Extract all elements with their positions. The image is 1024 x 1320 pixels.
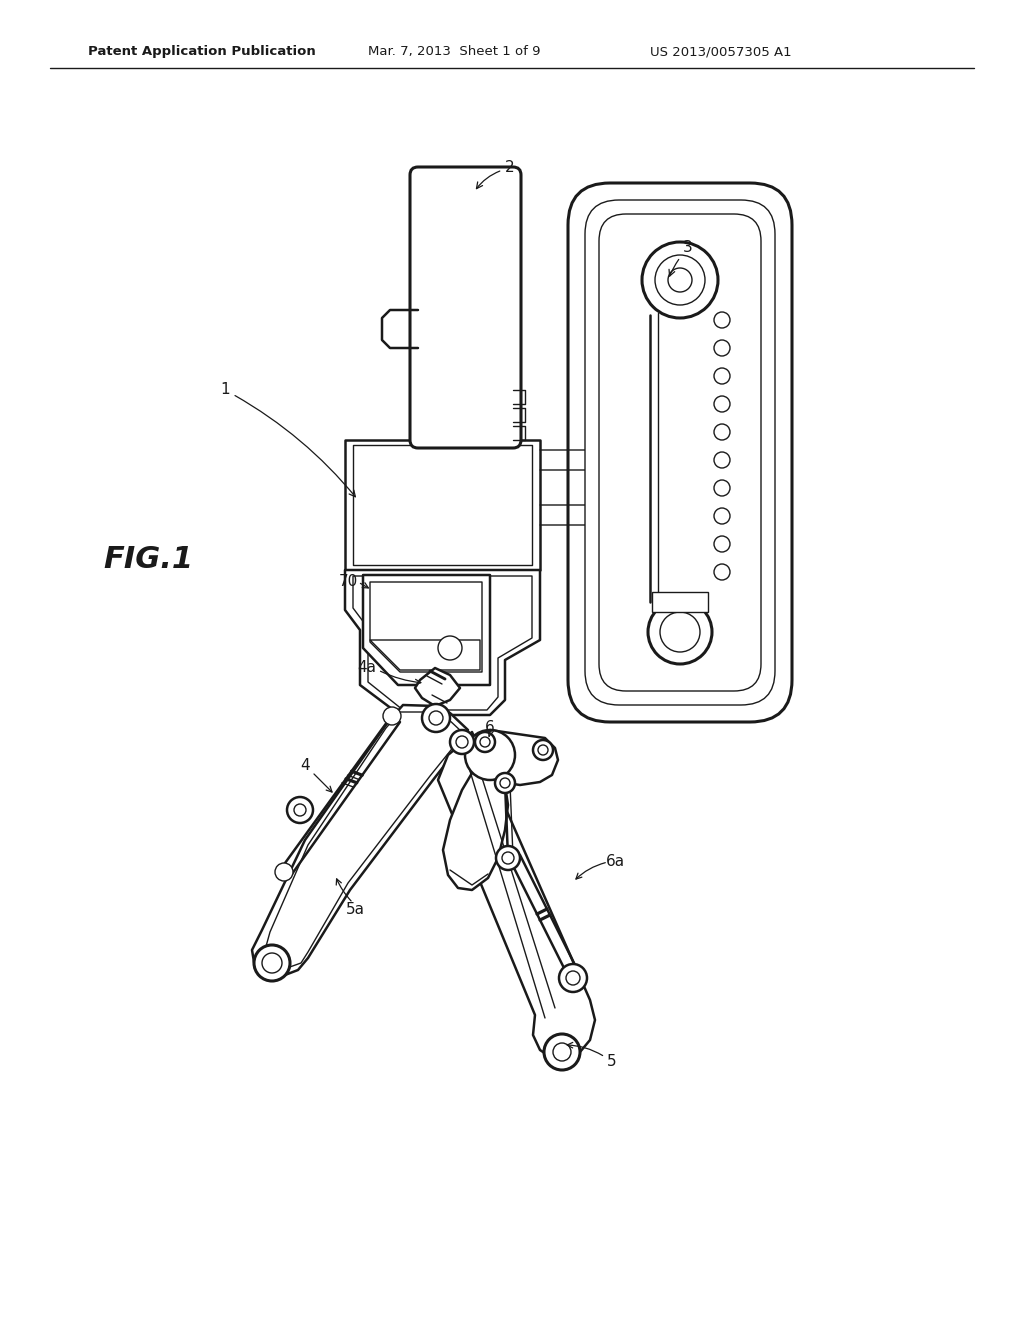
Circle shape (275, 863, 293, 880)
Polygon shape (370, 582, 482, 672)
Circle shape (438, 636, 462, 660)
Circle shape (714, 424, 730, 440)
Circle shape (429, 711, 443, 725)
Polygon shape (345, 440, 540, 570)
Text: Mar. 7, 2013  Sheet 1 of 9: Mar. 7, 2013 Sheet 1 of 9 (368, 45, 541, 58)
Polygon shape (415, 668, 460, 706)
Circle shape (544, 1034, 580, 1071)
Polygon shape (443, 768, 508, 890)
Circle shape (254, 945, 290, 981)
Circle shape (660, 612, 700, 652)
Circle shape (502, 851, 514, 865)
Circle shape (648, 601, 712, 664)
Circle shape (714, 396, 730, 412)
Circle shape (422, 704, 450, 733)
Circle shape (294, 804, 306, 816)
Circle shape (553, 1043, 571, 1061)
Bar (652, 591, 708, 612)
Circle shape (287, 797, 313, 822)
Circle shape (495, 774, 515, 793)
Circle shape (714, 368, 730, 384)
FancyBboxPatch shape (599, 214, 761, 690)
Circle shape (668, 268, 692, 292)
Circle shape (500, 777, 510, 788)
Circle shape (655, 255, 705, 305)
Circle shape (642, 242, 718, 318)
Polygon shape (472, 730, 558, 785)
FancyBboxPatch shape (410, 168, 521, 447)
Circle shape (480, 737, 490, 747)
Polygon shape (252, 705, 468, 975)
Text: 1: 1 (220, 383, 355, 496)
Polygon shape (362, 576, 490, 685)
Polygon shape (353, 576, 532, 710)
Circle shape (714, 508, 730, 524)
Circle shape (714, 341, 730, 356)
Circle shape (714, 480, 730, 496)
Circle shape (714, 451, 730, 469)
Circle shape (475, 733, 495, 752)
Text: 3: 3 (669, 240, 693, 276)
Text: 5: 5 (607, 1055, 616, 1069)
Circle shape (496, 846, 520, 870)
Circle shape (262, 953, 282, 973)
FancyBboxPatch shape (585, 201, 775, 705)
Polygon shape (353, 445, 532, 565)
Text: 4: 4 (300, 759, 310, 774)
Polygon shape (265, 711, 462, 968)
Text: 6: 6 (485, 721, 495, 735)
Text: FIG.1: FIG.1 (103, 545, 194, 574)
Circle shape (714, 312, 730, 327)
Circle shape (383, 708, 401, 725)
Circle shape (450, 730, 474, 754)
Text: 2: 2 (476, 161, 515, 189)
Circle shape (714, 536, 730, 552)
FancyBboxPatch shape (568, 183, 792, 722)
Circle shape (534, 741, 553, 760)
Circle shape (566, 972, 580, 985)
Text: 4a: 4a (357, 660, 377, 675)
Circle shape (538, 744, 548, 755)
Polygon shape (345, 570, 540, 715)
Polygon shape (370, 640, 480, 671)
Circle shape (465, 730, 515, 780)
Circle shape (714, 564, 730, 579)
Circle shape (559, 964, 587, 993)
Polygon shape (438, 733, 595, 1060)
Text: 70: 70 (338, 574, 357, 590)
Circle shape (456, 737, 468, 748)
Text: US 2013/0057305 A1: US 2013/0057305 A1 (650, 45, 792, 58)
Text: 6a: 6a (605, 854, 625, 870)
Text: 5a: 5a (345, 903, 365, 917)
Text: Patent Application Publication: Patent Application Publication (88, 45, 315, 58)
